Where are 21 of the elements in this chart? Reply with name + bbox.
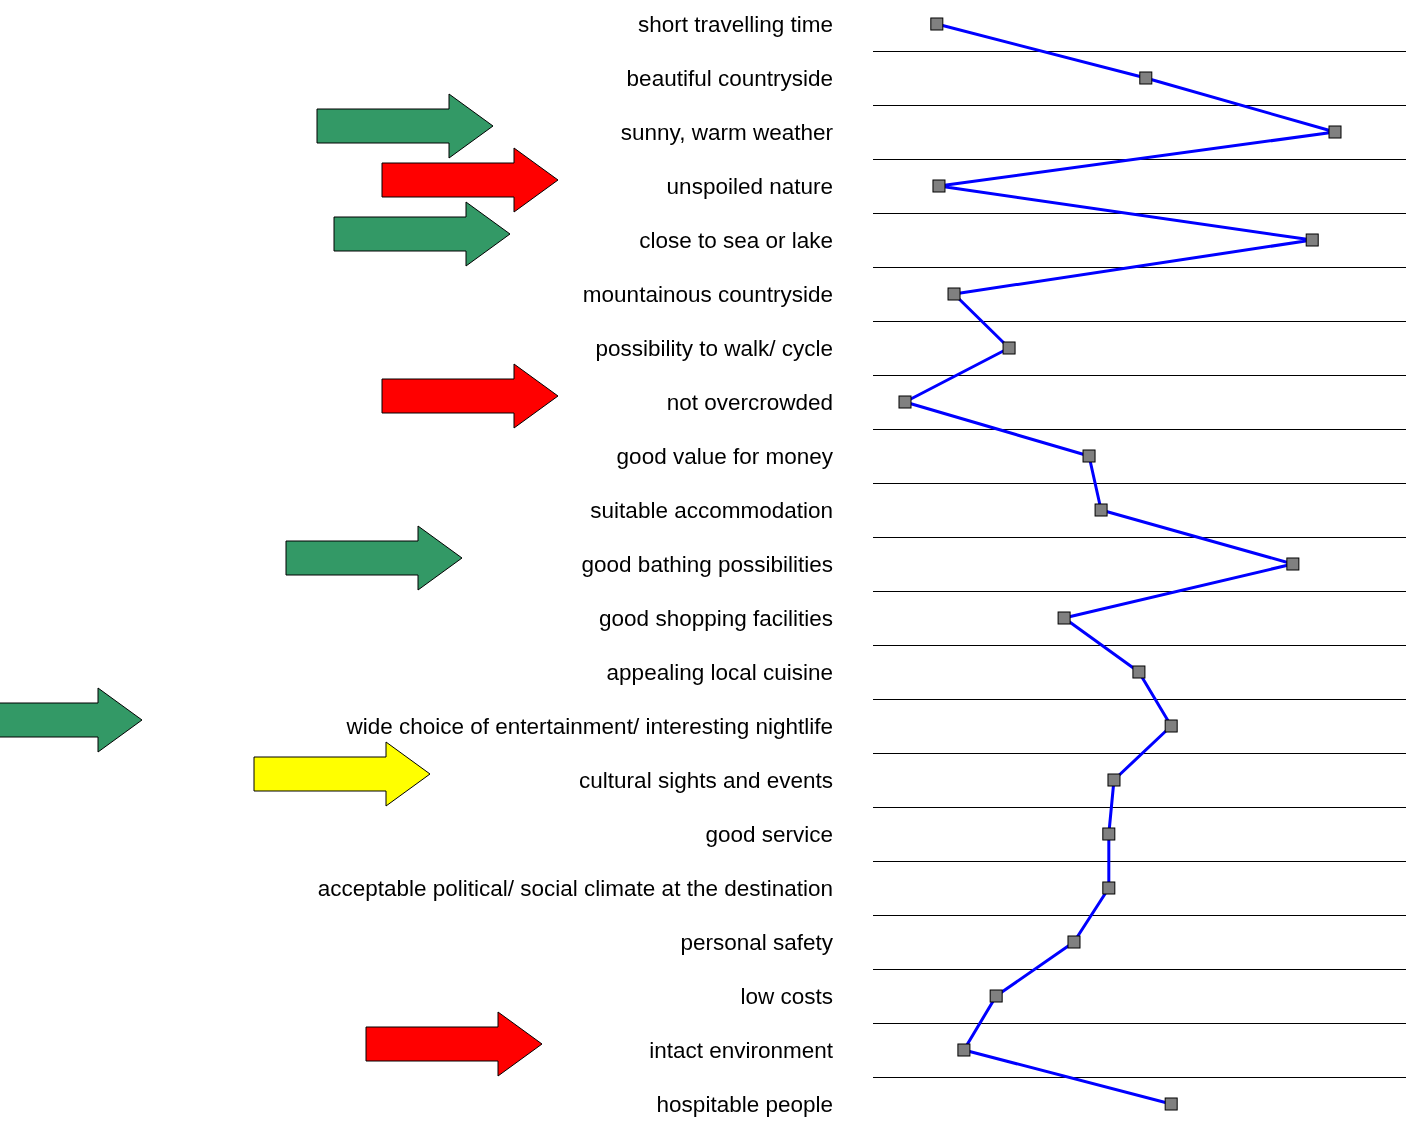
y-tick-label: close to sea or lake	[639, 227, 833, 253]
y-tick-label: cultural sights and events	[579, 767, 833, 793]
y-tick-label: wide choice of entertainment/ interesting nightlife	[345, 713, 833, 739]
y-tick-label: mountainous countryside	[582, 281, 833, 307]
y-tick-label: sunny, warm weather	[620, 119, 834, 145]
y-tick-label: possibility to walk/ cycle	[595, 335, 833, 361]
y-tick-label: acceptable political/ social climate at the destination	[317, 875, 833, 901]
y-tick-label: suitable accommodation	[590, 497, 833, 523]
y-tick-label: short travelling time	[637, 11, 833, 37]
y-tick-label: low costs	[740, 983, 833, 1009]
y-tick-label: appealing local cuisine	[606, 659, 833, 685]
y-tick-label: beautiful countryside	[626, 65, 833, 91]
y-tick-label: good shopping facilities	[599, 605, 833, 631]
y-tick-label: good value for money	[616, 443, 834, 469]
y-tick-label: good service	[705, 821, 833, 847]
y-tick-label: good bathing possibilities	[581, 551, 833, 577]
y-tick-label: intact environment	[649, 1037, 834, 1063]
y-tick-label: personal safety	[680, 929, 834, 955]
y-tick-label: not overcrowded	[666, 389, 833, 415]
y-tick-label: unspoiled nature	[666, 173, 833, 199]
y-tick-label: hospitable people	[656, 1091, 833, 1117]
